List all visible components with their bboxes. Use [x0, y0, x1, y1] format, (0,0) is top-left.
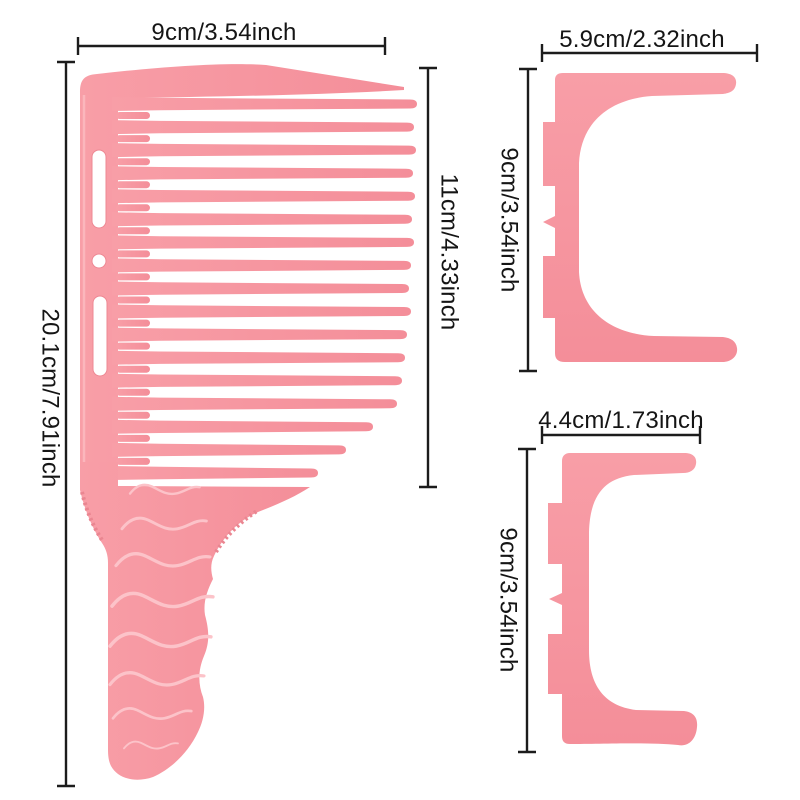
- comb-tooth: [112, 419, 373, 434]
- main-comb: [80, 64, 417, 780]
- comb-short-tooth: [116, 273, 150, 281]
- guide-clip-large: [543, 73, 738, 362]
- comb-tooth: [112, 442, 346, 457]
- comb-pin-hole: [91, 253, 107, 269]
- comb-short-tooth: [116, 112, 150, 119]
- comb-short-tooth: [116, 365, 150, 373]
- comb-tooth: [112, 350, 405, 365]
- comb-short-tooth: [116, 250, 150, 258]
- comb-short-tooth: [116, 411, 150, 419]
- guide-clip-small-body: [548, 453, 698, 746]
- guide-clip-large-body: [543, 73, 738, 362]
- clip-large-width-label: 5.9cm/2.32inch: [559, 26, 725, 53]
- comb-tooth: [112, 327, 407, 342]
- comb-tooth: [112, 189, 415, 204]
- comb-serrated-edge-inner: [214, 509, 259, 554]
- comb-tooth: [112, 466, 318, 480]
- dimension-comb-teeth-length: 11cm/4.33inch: [419, 66, 463, 489]
- clip-large-height-label: 9cm/3.54inch: [496, 147, 523, 292]
- comb-short-tooth: [116, 296, 150, 304]
- comb-tooth: [112, 258, 411, 273]
- comb-tooth: [112, 212, 412, 227]
- comb-short-tooth: [116, 204, 150, 212]
- clip-small-width-label: 4.4cm/1.73inch: [538, 407, 704, 434]
- comb-short-tooth: [116, 158, 150, 166]
- comb-short-tooth: [116, 181, 150, 189]
- comb-short-tooth: [116, 135, 150, 143]
- comb-tooth: [112, 396, 397, 411]
- comb-short-tooth: [116, 457, 150, 465]
- comb-handle: [80, 462, 310, 780]
- dimension-comb-total-length: 20.1cm/7.91inch: [37, 60, 75, 788]
- comb-tooth: [112, 120, 414, 135]
- comb-total-length-label: 20.1cm/7.91inch: [37, 308, 64, 487]
- comb-short-tooth: [116, 319, 150, 327]
- comb-short-tooth: [116, 388, 150, 396]
- comb-tooth: [112, 281, 409, 296]
- comb-tooth: [112, 97, 417, 111]
- comb-tooth: [112, 166, 413, 181]
- comb-width-label: 9cm/3.54inch: [151, 19, 296, 46]
- clip-small-height-label: 9cm/3.54inch: [495, 527, 522, 672]
- comb-tooth: [112, 304, 411, 319]
- dimension-clip-small-height: 9cm/3.54inch: [495, 447, 536, 754]
- dimension-clip-large-height: 9cm/3.54inch: [496, 67, 537, 373]
- dimension-clip-large-width: 5.9cm/2.32inch: [540, 26, 759, 62]
- comb-short-tooth: [116, 342, 150, 350]
- comb-short-tooth: [116, 434, 150, 442]
- comb-teeth: [112, 97, 417, 480]
- comb-tooth: [112, 373, 402, 388]
- guide-clip-small: [548, 453, 698, 746]
- comb-tooth: [112, 235, 414, 250]
- comb-teeth-length-label: 11cm/4.33inch: [436, 174, 463, 331]
- comb-tooth: [112, 143, 416, 158]
- comb-short-tooth: [116, 227, 150, 235]
- comb-hanging-slot-bottom: [92, 295, 108, 377]
- comb-hanging-slot-top: [91, 149, 107, 229]
- dimension-comb-width: 9cm/3.54inch: [76, 19, 387, 55]
- dimension-clip-small-width: 4.4cm/1.73inch: [538, 407, 704, 444]
